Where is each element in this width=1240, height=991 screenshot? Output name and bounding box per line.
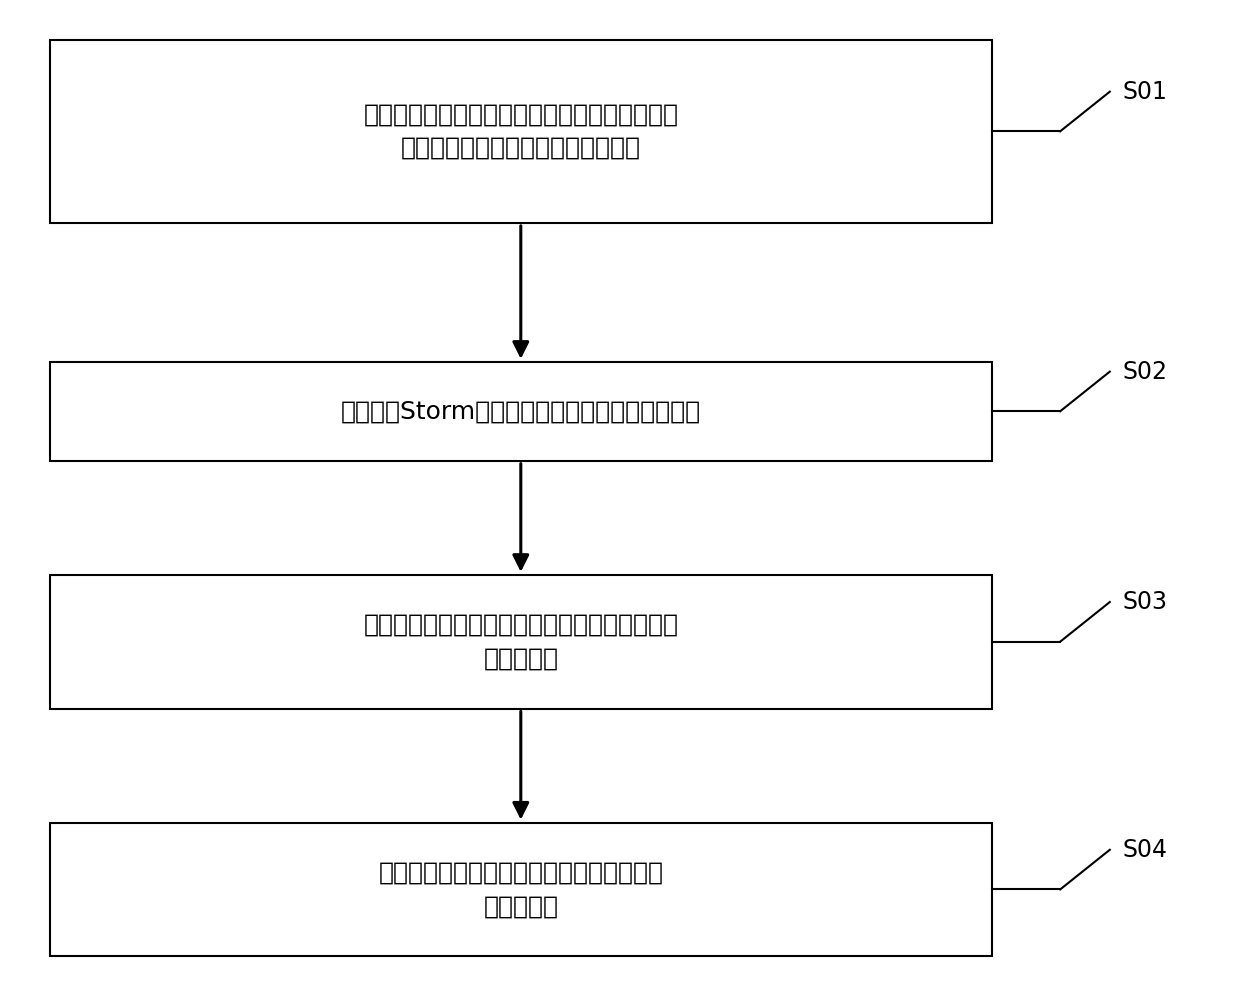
Text: S03: S03	[1122, 590, 1167, 614]
Bar	[50, 575, 992, 709]
Bar	[50, 40, 992, 223]
Text: 汇总配电终端、故障指示器、智能电表等采集数
据，获取配电网配电网海量实时数据: 汇总配电终端、故障指示器、智能电表等采集数 据，获取配电网配电网海量实时数据	[363, 102, 678, 161]
Text: S01: S01	[1122, 79, 1167, 104]
Text: 建立基于Storm集群的配电网实时流数据分析平台: 建立基于Storm集群的配电网实时流数据分析平台	[341, 399, 701, 423]
Bar	[50, 823, 992, 956]
Text: 根据不同单相接地故障定位技术的判据输出
并存储结果: 根据不同单相接地故障定位技术的判据输出 并存储结果	[378, 860, 663, 919]
Text: S02: S02	[1122, 360, 1167, 384]
Text: S04: S04	[1122, 837, 1167, 862]
Bar	[50, 362, 992, 461]
Text: 设计融合多种单相接地故障定位技术的流数据处
理拓扑结构: 设计融合多种单相接地故障定位技术的流数据处 理拓扑结构	[363, 612, 678, 671]
